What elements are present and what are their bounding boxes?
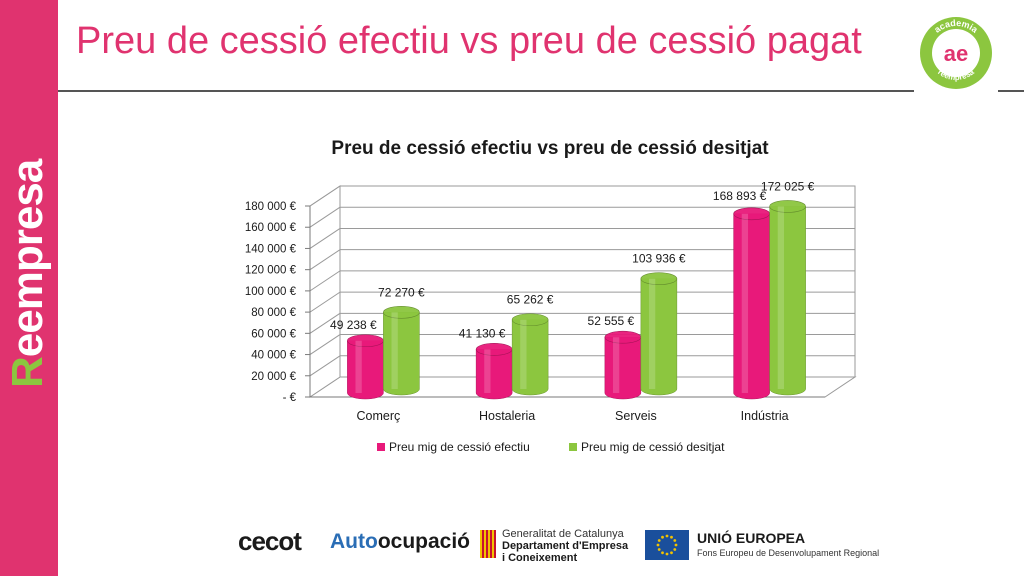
y-tick-label: 20 000 € xyxy=(251,371,296,383)
data-label: 103 936 € xyxy=(632,252,686,266)
eu-star-icon xyxy=(673,548,677,551)
eu-star-icon xyxy=(657,539,661,542)
eu-line1: UNIÓ EUROPEA xyxy=(697,530,806,546)
x-tick-label: Comerç xyxy=(356,409,400,423)
bar-body xyxy=(604,336,642,400)
brand-rest: eempresa xyxy=(3,159,52,358)
chart-title: Preu de cessió efectiu vs preu de cessió… xyxy=(331,138,769,159)
eu-star-icon xyxy=(670,535,673,539)
y-tick-label: 80 000 € xyxy=(251,307,296,319)
bar-chart: Preu de cessió efectiu vs preu de cessió… xyxy=(245,138,857,454)
data-label: 172 025 € xyxy=(761,179,815,193)
eu-star-icon xyxy=(673,539,677,542)
cecot-logo: cecot xyxy=(238,526,302,556)
gridline-side xyxy=(309,355,341,377)
gridline-side xyxy=(309,291,341,313)
data-label: 72 270 € xyxy=(378,285,425,299)
title-divider xyxy=(58,90,1024,92)
legend-label: Preu mig de cessió desitjat xyxy=(581,440,725,454)
y-tick-label: - € xyxy=(283,392,297,404)
eu-star-icon xyxy=(661,535,664,539)
reempresa-brand: Reempresa xyxy=(2,160,54,388)
data-label: 168 893 € xyxy=(713,189,767,203)
generalitat-line2: Departament d'Empresa xyxy=(502,540,629,552)
eu-line2: Fons Europeu de Desenvolupament Regional xyxy=(697,548,880,558)
data-label: 52 555 € xyxy=(588,314,635,328)
eu-star-icon xyxy=(656,543,660,547)
x-tick-label: Serveis xyxy=(615,409,657,423)
bar-top xyxy=(640,272,678,286)
bar-body xyxy=(733,213,770,400)
legend-swatch xyxy=(569,443,577,451)
data-label: 41 130 € xyxy=(459,326,506,340)
generalitat-line3: i Coneixement xyxy=(502,552,578,564)
bar-top xyxy=(511,313,549,327)
bar-body xyxy=(475,349,513,400)
legend-swatch xyxy=(377,443,385,451)
data-label: 65 262 € xyxy=(507,293,554,307)
bar-highlight xyxy=(355,340,362,393)
gridline-side xyxy=(309,312,341,334)
gridline-side xyxy=(309,270,341,292)
logo-bottom-text: reempresa xyxy=(936,67,976,82)
y-tick-label: 140 000 € xyxy=(245,243,297,255)
eu-star-icon xyxy=(665,534,669,538)
y-tick-label: 160 000 € xyxy=(245,222,297,234)
bar-top xyxy=(769,200,806,213)
x-tick-label: Hostaleria xyxy=(479,409,535,423)
eu-star-icon xyxy=(670,551,673,555)
bar-highlight xyxy=(648,278,656,389)
bar-body xyxy=(347,340,384,400)
bar-highlight xyxy=(520,319,527,389)
y-tick-label: 180 000 € xyxy=(245,201,297,213)
logo-mark: ae xyxy=(944,41,968,66)
autoocupacio-prefix: Auto xyxy=(330,530,378,553)
eu-star-icon xyxy=(657,548,661,551)
gridline-side xyxy=(309,185,341,207)
gridline-side xyxy=(309,228,341,249)
bar-highlight xyxy=(484,349,491,393)
bar-top xyxy=(383,306,420,319)
eu-star-icon xyxy=(661,551,664,555)
bar-top xyxy=(347,334,384,348)
eu-flag-icon xyxy=(645,530,689,560)
y-tick-label: 40 000 € xyxy=(251,350,296,362)
y-tick-label: 60 000 € xyxy=(251,328,296,340)
autoocupacio-logo: Autoocupació xyxy=(330,530,470,554)
bar-body xyxy=(511,319,549,396)
autoocupacio-suffix: ocupació xyxy=(377,530,471,553)
brand-first-letter: R xyxy=(3,357,52,388)
gridline-side xyxy=(309,334,341,355)
eu-star-icon xyxy=(665,552,669,556)
bar-highlight xyxy=(741,213,749,393)
y-tick-label: 100 000 € xyxy=(245,286,297,298)
catalan-flag-icon xyxy=(480,530,496,558)
bar-top xyxy=(733,207,770,221)
bar-highlight xyxy=(777,206,785,389)
eu-star-icon xyxy=(674,543,678,547)
x-tick-label: Indústria xyxy=(741,409,789,423)
academia-reempresa-logo: academia reempresa ae xyxy=(914,12,998,92)
generalitat-line1: Generalitat de Catalunya xyxy=(502,528,624,540)
bar-body xyxy=(769,206,806,396)
bar-top xyxy=(604,330,642,344)
gridline-side xyxy=(309,249,341,271)
slide-title: Preu de cessió efectiu vs preu de cessió… xyxy=(76,20,862,62)
data-label: 49 238 € xyxy=(330,318,377,332)
bar-highlight xyxy=(391,312,398,389)
legend-label: Preu mig de cessió efectiu xyxy=(389,440,530,454)
gridline-side xyxy=(309,206,341,228)
bar-body xyxy=(383,312,420,396)
y-tick-label: 120 000 € xyxy=(245,265,297,277)
sidebar-band: Reempresa xyxy=(0,0,58,576)
bar-highlight xyxy=(612,337,620,393)
bar-body xyxy=(640,278,678,396)
bar-top xyxy=(475,343,513,356)
footer-logos: cecot Autoocupació Generalitat de Catalu… xyxy=(230,520,879,570)
